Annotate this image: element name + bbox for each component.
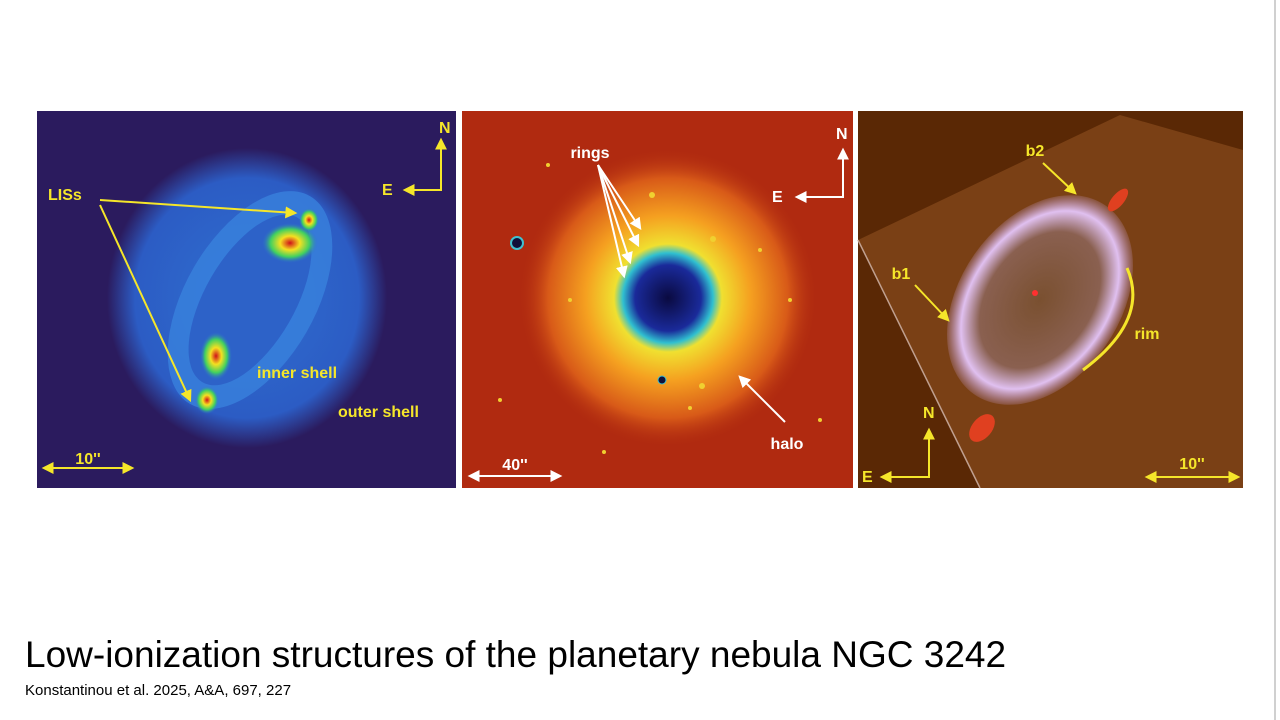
compass-east: E bbox=[862, 469, 873, 486]
arrow bbox=[99, 199, 298, 219]
ansae bbox=[969, 414, 995, 442]
compass-north: N bbox=[836, 126, 848, 143]
arrow bbox=[738, 375, 786, 423]
central-star bbox=[1032, 290, 1038, 296]
nebula bbox=[518, 148, 818, 448]
arrow bbox=[597, 164, 640, 248]
lis-blob bbox=[262, 223, 318, 263]
label: LISs bbox=[48, 187, 82, 204]
scale-label: 40'' bbox=[502, 457, 527, 474]
scale-label: 10'' bbox=[75, 451, 100, 468]
label: rim bbox=[1135, 326, 1160, 343]
panel-3: b2 b1 rim N E 10'' bbox=[857, 111, 1243, 489]
arrow bbox=[597, 164, 642, 230]
panel-1: LISs inner shell outer shell N E 10'' bbox=[37, 111, 456, 488]
compass-east: E bbox=[382, 182, 393, 199]
lis-blob bbox=[195, 386, 219, 414]
arrow bbox=[597, 164, 628, 279]
compass-north: N bbox=[923, 405, 935, 422]
label: b1 bbox=[892, 266, 911, 283]
arrow bbox=[914, 284, 950, 322]
slide-title: Low-ionization structures of the planeta… bbox=[25, 634, 1006, 675]
label: rings bbox=[570, 145, 609, 162]
panel-2: rings halo N E 40'' bbox=[462, 111, 853, 488]
label: outer shell bbox=[338, 404, 419, 421]
arrow bbox=[1042, 162, 1077, 195]
compass-east: E bbox=[772, 189, 783, 206]
arrow bbox=[99, 204, 192, 403]
label: inner shell bbox=[257, 365, 337, 382]
label: halo bbox=[771, 436, 804, 453]
stars bbox=[498, 163, 822, 454]
compass-north: N bbox=[439, 120, 451, 137]
citation: Konstantinou et al. 2025, A&A, 697, 227 bbox=[25, 682, 291, 699]
image-edge bbox=[857, 239, 981, 489]
lis-blob bbox=[200, 332, 232, 380]
label: b2 bbox=[1026, 143, 1045, 160]
lis-blob bbox=[299, 208, 319, 232]
nebula bbox=[947, 195, 1133, 405]
scale-label: 10'' bbox=[1179, 456, 1204, 473]
arrow bbox=[597, 164, 633, 265]
rim-arc bbox=[1082, 267, 1135, 372]
ansae bbox=[1107, 188, 1129, 212]
